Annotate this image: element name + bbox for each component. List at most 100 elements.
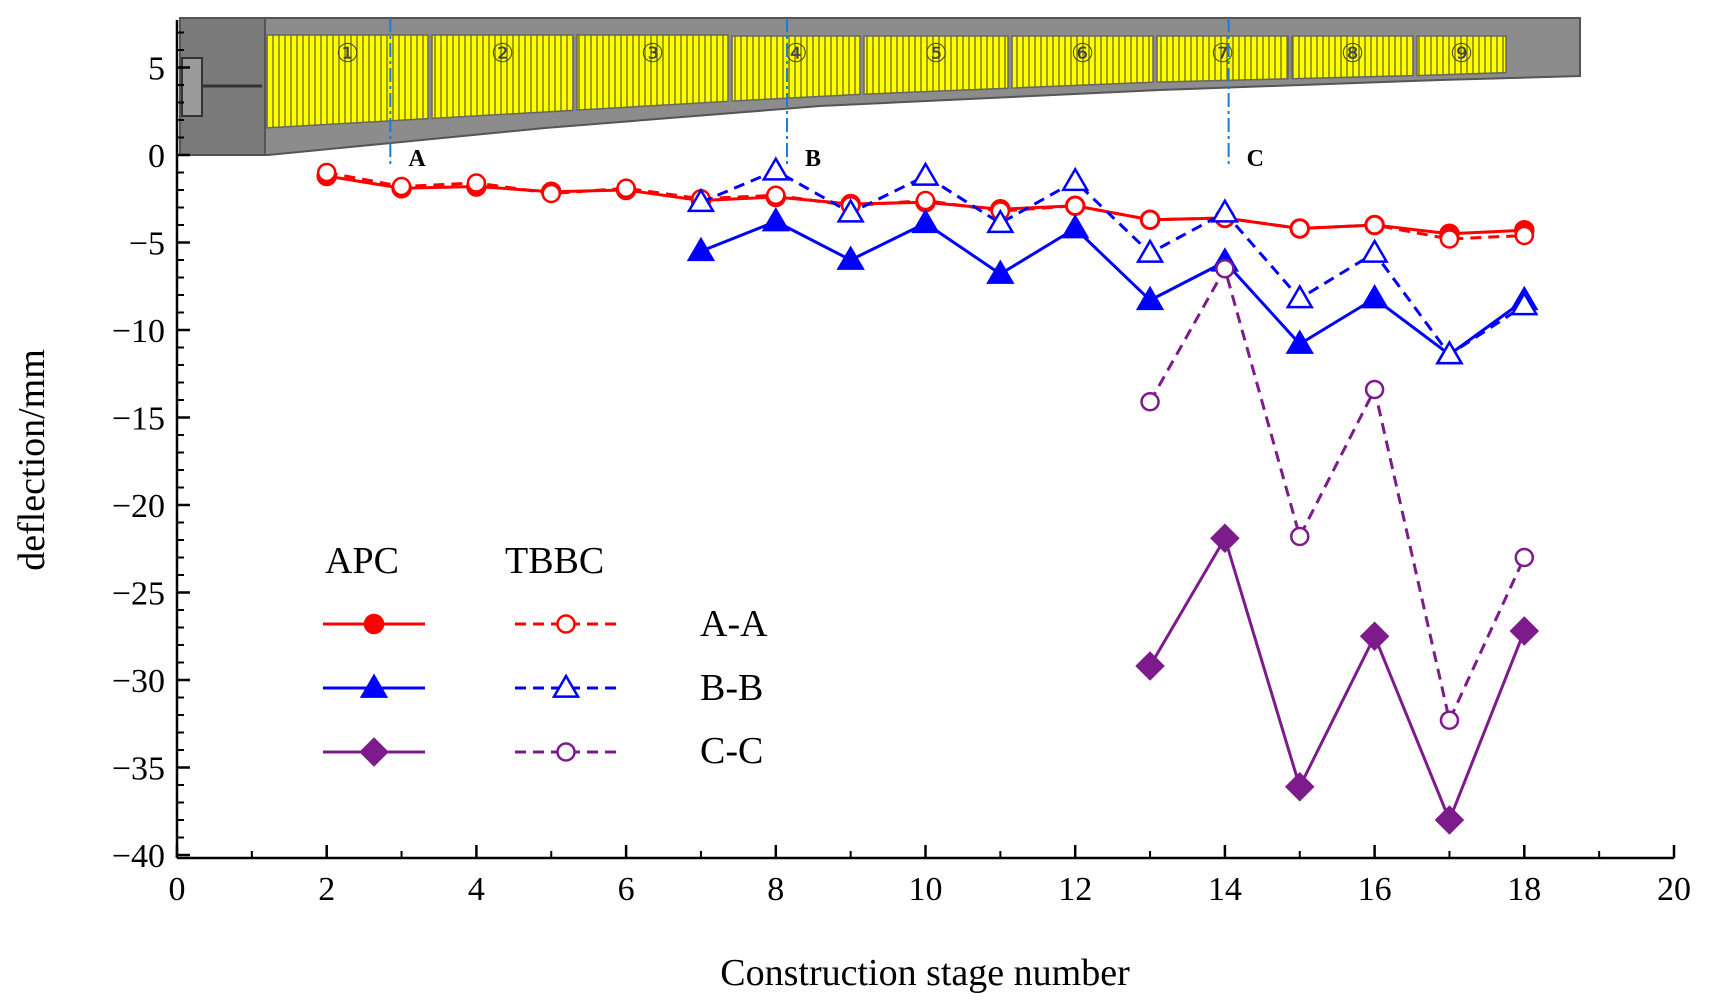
x-tick-label: 12 bbox=[1058, 871, 1092, 908]
x-tick-label: 18 bbox=[1507, 871, 1541, 908]
data-point bbox=[986, 259, 1015, 284]
data-point bbox=[1509, 616, 1540, 646]
data-point bbox=[761, 156, 790, 181]
data-point bbox=[915, 190, 936, 211]
legend-marker-tbbc-b-b bbox=[551, 673, 581, 698]
legend-marker-apc-c-c bbox=[359, 737, 389, 767]
data-point bbox=[1514, 225, 1535, 246]
data-point bbox=[1210, 523, 1240, 554]
data-point bbox=[1290, 526, 1310, 547]
legend-marker-apc-b-b bbox=[359, 673, 389, 698]
legend-samples bbox=[323, 613, 617, 767]
data-point bbox=[1364, 379, 1385, 400]
series-line-apc-b-b bbox=[700, 220, 1526, 356]
y-tick-label: −25 bbox=[112, 576, 165, 613]
data-point bbox=[1434, 805, 1465, 835]
x-tick-label: 14 bbox=[1208, 871, 1242, 908]
data-point bbox=[466, 173, 487, 193]
series-line-tbbc-c-c bbox=[1148, 267, 1526, 722]
series-line-apc-c-c bbox=[1148, 536, 1526, 822]
deck-segment bbox=[731, 35, 861, 102]
legend-marker-tbbc-a-a bbox=[556, 614, 576, 634]
x-tick-label: 10 bbox=[909, 871, 943, 908]
section-label-b: B bbox=[805, 146, 821, 172]
segment-number-label: ③ bbox=[641, 39, 664, 68]
x-tick-label: 0 bbox=[169, 871, 186, 908]
data-point bbox=[1140, 210, 1160, 230]
section-label-c: C bbox=[1247, 146, 1264, 172]
segment-number-label: ⑥ bbox=[1071, 39, 1094, 68]
data-point bbox=[1135, 238, 1165, 263]
data-point bbox=[686, 187, 716, 213]
data-point bbox=[1290, 218, 1310, 239]
segment-number-label: ⑧ bbox=[1341, 39, 1364, 68]
x-tick-label: 2 bbox=[318, 871, 335, 908]
data-point bbox=[1215, 259, 1235, 279]
deck-segments: ① ② ③ ④ ⑤ ⑥ ⑦ ⑧ ⑨ bbox=[266, 34, 1507, 129]
x-tick-label: 8 bbox=[767, 871, 784, 908]
data-point bbox=[686, 236, 716, 262]
legend: APC TBBC A-A B-B C-C bbox=[323, 540, 768, 772]
data-point bbox=[616, 178, 636, 198]
legend-header-apc: APC bbox=[325, 540, 399, 582]
series-tbbc-c-c bbox=[1140, 259, 1535, 730]
segment-number-label: ⑤ bbox=[924, 39, 947, 68]
data-point bbox=[1285, 284, 1314, 309]
data-point bbox=[1285, 329, 1314, 354]
y-ticks: 5 0 −5 −10 −15 −20 −25 −30 −35 −40 bbox=[112, 31, 190, 875]
deck-segment bbox=[266, 34, 429, 129]
x-tick-label: 20 bbox=[1657, 871, 1691, 908]
data-point bbox=[1061, 214, 1090, 239]
data-point bbox=[1360, 284, 1389, 309]
segment-number-label: ⑨ bbox=[1450, 39, 1473, 68]
data-point bbox=[541, 183, 561, 204]
bridge-section-diagram: ① ② ③ ④ ⑤ ⑥ ⑦ ⑧ ⑨ A B C bbox=[179, 17, 1581, 172]
data-point bbox=[1135, 285, 1165, 311]
section-label-a: A bbox=[408, 146, 426, 172]
data-point bbox=[1510, 291, 1539, 316]
x-tick-label: 4 bbox=[468, 871, 485, 908]
deck-segment bbox=[1416, 35, 1507, 77]
data-point bbox=[911, 208, 940, 234]
data-point bbox=[1061, 166, 1090, 192]
y-tick-label: 0 bbox=[148, 138, 165, 175]
data-point bbox=[1439, 229, 1460, 249]
data-point bbox=[1435, 340, 1464, 365]
data-point bbox=[1364, 215, 1385, 235]
segment-number-label: ④ bbox=[784, 39, 807, 68]
x-tick-label: 6 bbox=[618, 871, 635, 908]
y-tick-label: −15 bbox=[112, 401, 165, 438]
legend-header-tbbc: TBBC bbox=[505, 540, 604, 582]
data-point bbox=[836, 245, 865, 270]
legend-label-a-a: A-A bbox=[700, 603, 768, 645]
deck-segment bbox=[1291, 35, 1414, 80]
segment-number-label: ① bbox=[336, 39, 359, 68]
data-point bbox=[1065, 196, 1085, 216]
segment-number-label: ② bbox=[491, 39, 514, 68]
data-point bbox=[986, 208, 1015, 234]
data-point bbox=[836, 198, 865, 223]
deck-segment bbox=[431, 34, 574, 120]
series-tbbc-b-b bbox=[686, 156, 1539, 365]
y-tick-label: −5 bbox=[129, 226, 165, 263]
data-point bbox=[1359, 621, 1390, 652]
data-point bbox=[766, 185, 786, 205]
x-axis-title: Construction stage number bbox=[720, 952, 1130, 994]
series-layer bbox=[316, 156, 1540, 835]
deck-segment bbox=[863, 35, 1009, 95]
deck-segment bbox=[1011, 35, 1154, 89]
data-point bbox=[1360, 238, 1389, 263]
data-point bbox=[1140, 392, 1160, 412]
legend-marker-tbbc-c-c bbox=[556, 742, 576, 762]
data-point bbox=[761, 207, 790, 232]
data-point bbox=[316, 162, 337, 183]
y-axis-title: deflection/mm bbox=[11, 349, 53, 571]
deck-segment bbox=[576, 34, 729, 111]
axes: 5 0 −5 −10 −15 −20 −25 −30 −35 −40 0 2 4 6 8 10 12 14 16 1… bbox=[112, 20, 1691, 908]
data-point bbox=[1439, 710, 1460, 730]
data-point bbox=[1135, 651, 1165, 681]
series-line-tbbc-b-b bbox=[700, 169, 1526, 356]
x-ticks: 0 2 4 6 8 10 12 14 16 18 20 bbox=[169, 845, 1691, 908]
y-tick-label: −35 bbox=[112, 751, 165, 788]
